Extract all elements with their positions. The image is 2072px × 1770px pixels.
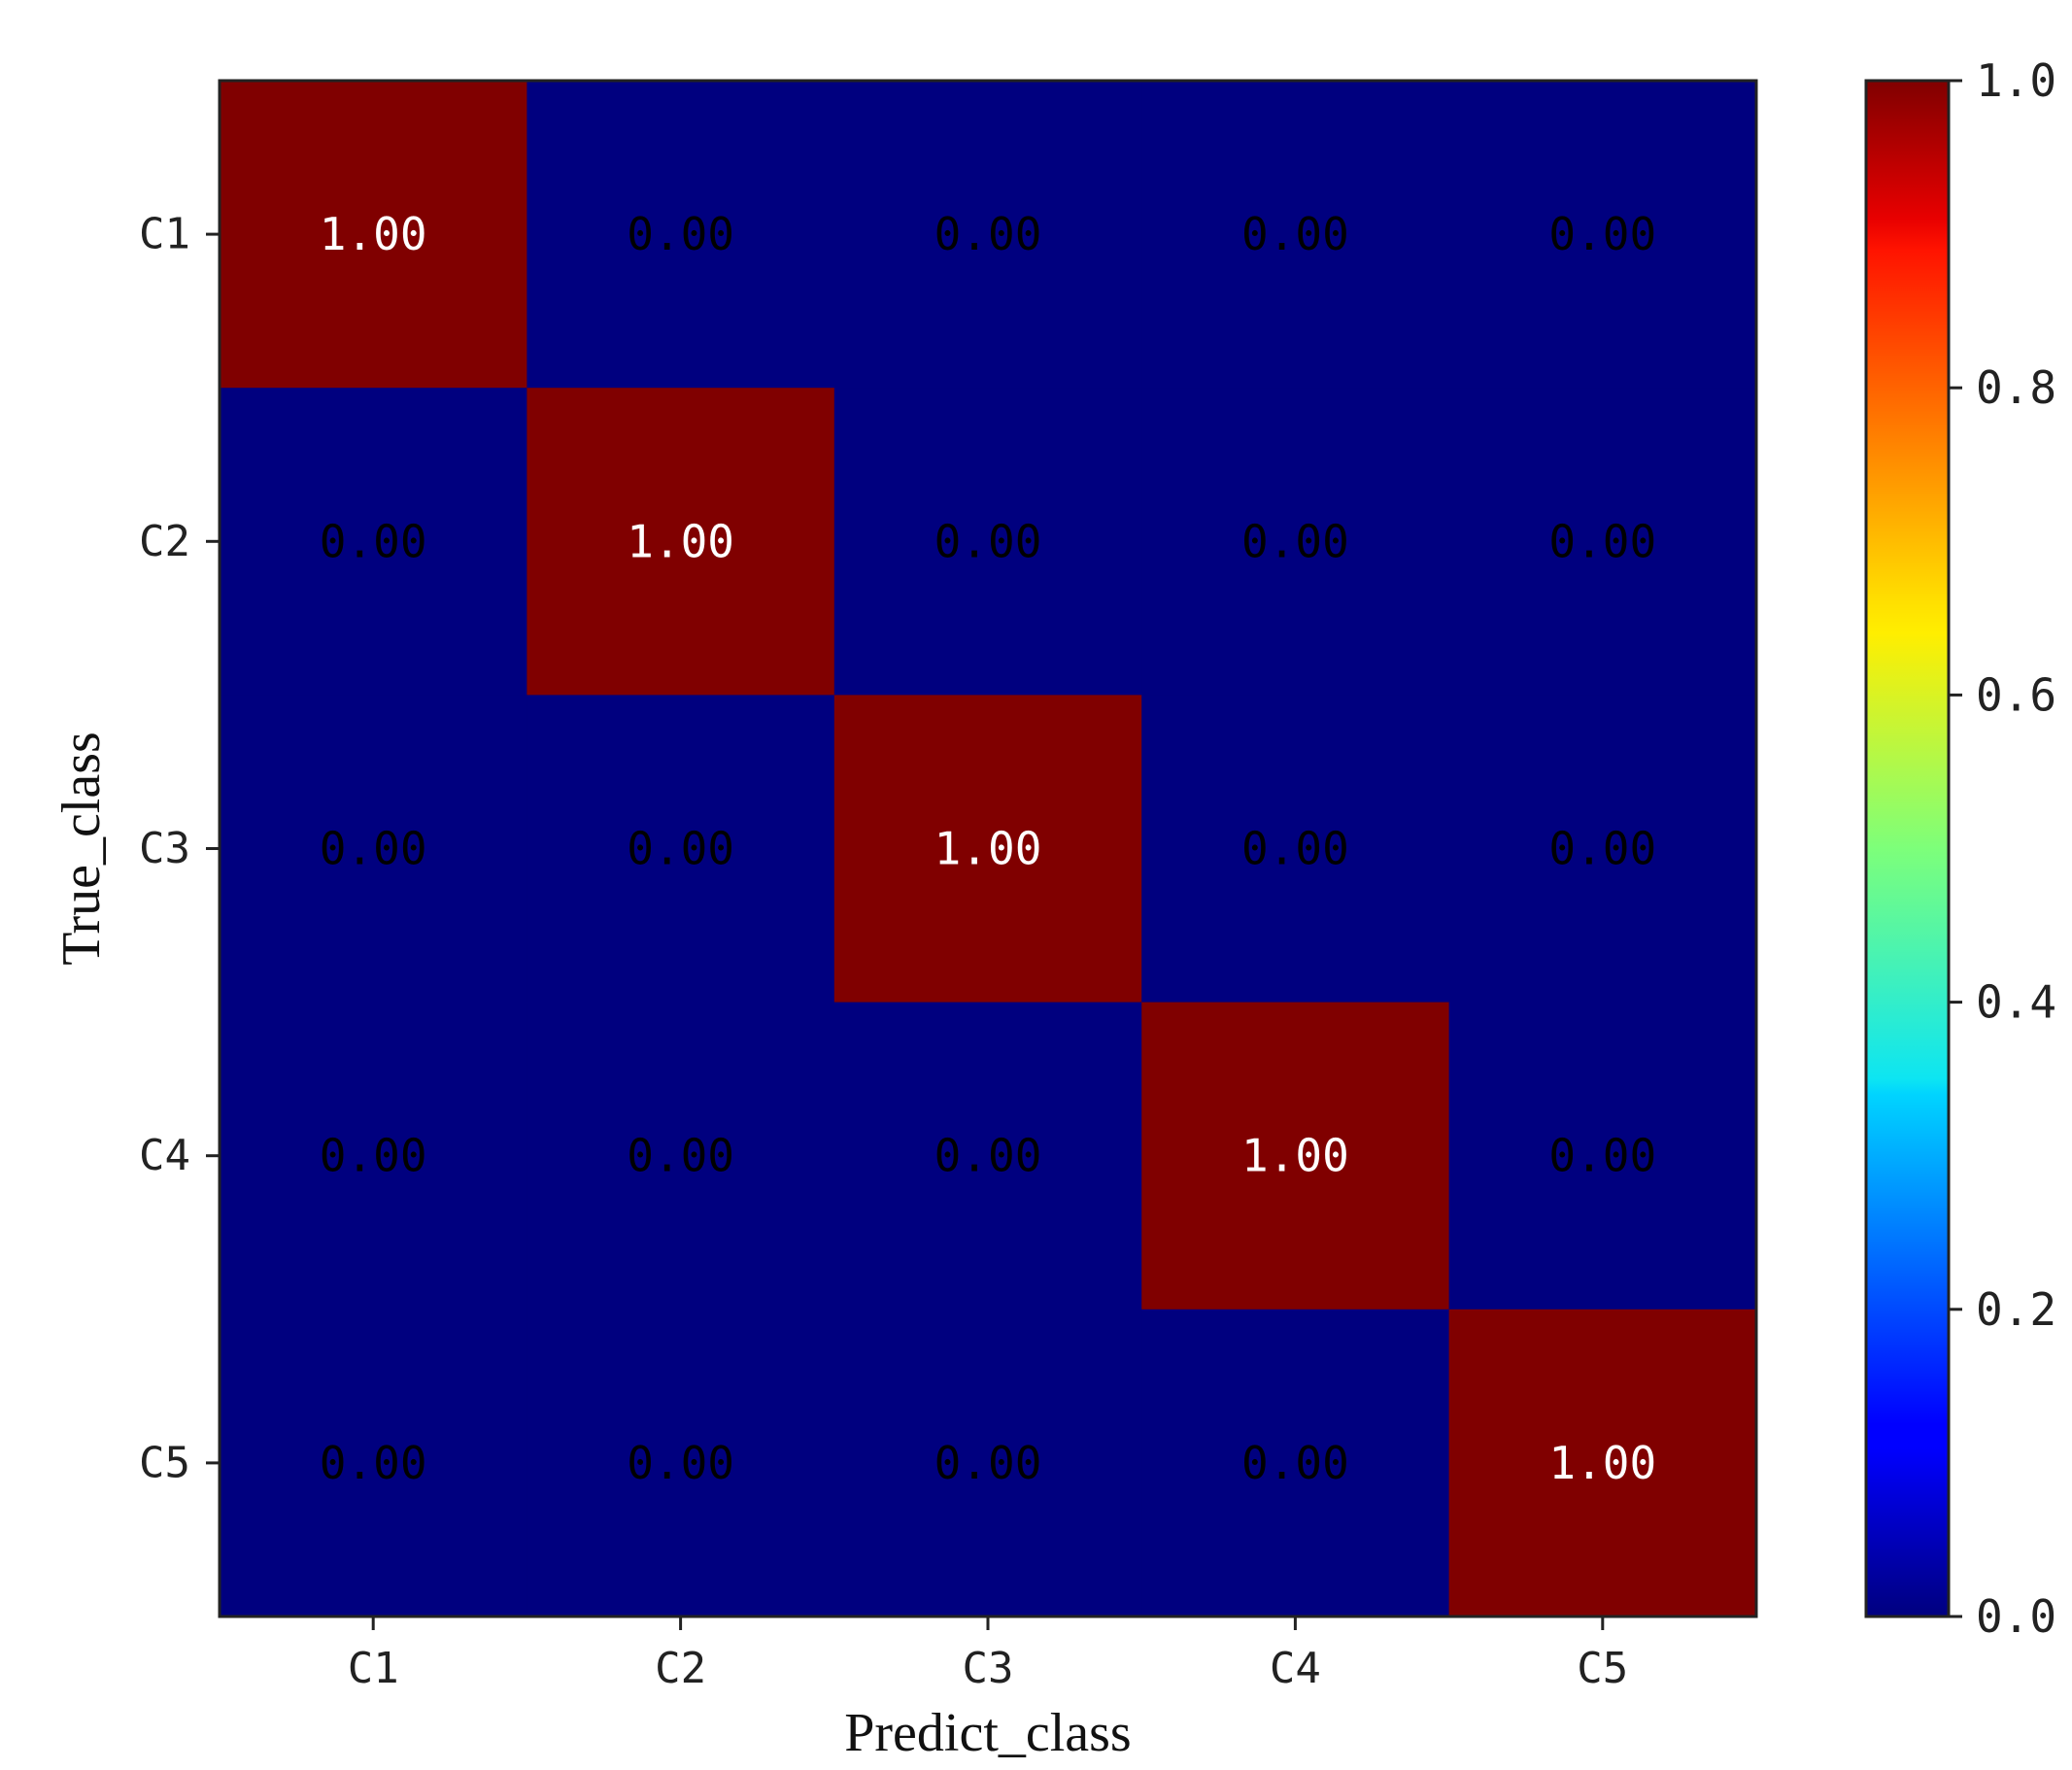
cell-value-label: 0.00 (1548, 208, 1656, 260)
colorbar-ticks: 0.0 0.2 0.4 0.6 0.8 1.0 (1949, 54, 2056, 1643)
heatmap-cell-labels: 1.00 0.00 0.00 0.00 0.00 0.00 1.00 0.00 0.00 0.00… (320, 208, 1656, 1489)
cell-value-label: 0.00 (627, 208, 734, 260)
cell-value-label: 0.00 (320, 515, 427, 567)
cell-value-label: 1.00 (1548, 1437, 1656, 1489)
heatmap-cells (220, 81, 1757, 1617)
x-axis-title: Predict_class (844, 1703, 1131, 1763)
cell-value-label: 0.00 (1241, 208, 1349, 260)
y-tick-label: C3 (139, 824, 190, 873)
heatmap-cell (833, 695, 1142, 1004)
y-tick-label: C1 (139, 210, 190, 259)
colorbar-tick-label: 0.0 (1976, 1590, 2056, 1643)
heatmap-cell (220, 388, 527, 696)
heatmap-cell (220, 1309, 527, 1617)
cell-value-label: 0.00 (627, 1130, 734, 1182)
cell-value-label: 0.00 (1548, 515, 1656, 567)
cell-value-label: 1.00 (1241, 1130, 1349, 1182)
y-axis-title: True_class (51, 732, 112, 966)
x-tick-label: C2 (655, 1644, 706, 1693)
heatmap-cell (1448, 1002, 1757, 1310)
cell-value-label: 0.00 (934, 1437, 1042, 1489)
heatmap-cell (1448, 388, 1757, 696)
heatmap-cell (833, 1309, 1142, 1617)
x-tick-label: C3 (963, 1644, 1014, 1693)
cell-value-label: 0.00 (1241, 515, 1349, 567)
cell-value-label: 0.00 (627, 1437, 734, 1489)
cell-value-label: 1.00 (934, 823, 1042, 875)
heatmap-cell (1141, 388, 1450, 696)
heatmap-cell (220, 1002, 527, 1310)
colorbar-tick-label: 0.6 (1976, 668, 2056, 721)
heatmap-cell (526, 81, 835, 389)
cell-value-label: 0.00 (1241, 823, 1349, 875)
y-tick-label: C5 (139, 1438, 190, 1487)
x-tick-label: C4 (1270, 1644, 1321, 1693)
x-tick-label: C5 (1577, 1644, 1628, 1693)
heatmap-cell (526, 1002, 835, 1310)
heatmap-cell (833, 1002, 1142, 1310)
cell-value-label: 0.00 (320, 1130, 427, 1182)
cell-value-label: 0.00 (320, 823, 427, 875)
colorbar-tick-label: 0.4 (1976, 976, 2056, 1029)
cell-value-label: 1.00 (320, 208, 427, 260)
cell-value-label: 0.00 (627, 823, 734, 875)
heatmap-cell (1448, 695, 1757, 1004)
colorbar-tick-label: 1.0 (1976, 54, 2056, 107)
heatmap-cell (1448, 1309, 1757, 1617)
heatmap-cell (1141, 1309, 1450, 1617)
heatmap-cell (1448, 81, 1757, 389)
y-axis-ticks: C1 C2 C3 C4 C5 (139, 210, 220, 1487)
x-axis-ticks: C1 C2 C3 C4 C5 (348, 1617, 1628, 1693)
cell-value-label: 0.00 (934, 515, 1042, 567)
colorbar (1864, 79, 1951, 1618)
heatmap-cell (220, 695, 527, 1004)
heatmap-cell (833, 81, 1142, 389)
x-tick-label: C1 (348, 1644, 399, 1693)
cell-value-label: 0.00 (1548, 1130, 1656, 1182)
colorbar-tick-label: 0.2 (1976, 1283, 2056, 1336)
cell-value-label: 0.00 (1548, 823, 1656, 875)
heatmap-cell (526, 1309, 835, 1617)
heatmap-cell (1141, 695, 1450, 1004)
heatmap-cell (220, 81, 527, 389)
y-tick-label: C4 (139, 1131, 190, 1180)
heatmap-cell (833, 388, 1142, 696)
cell-value-label: 0.00 (1241, 1437, 1349, 1489)
heatmap-cell (1141, 1002, 1450, 1310)
heatmap-cell (526, 388, 835, 696)
colorbar-tick-label: 0.8 (1976, 361, 2056, 414)
cell-value-label: 0.00 (934, 1130, 1042, 1182)
cell-value-label: 0.00 (320, 1437, 427, 1489)
cell-value-label: 1.00 (627, 515, 734, 567)
heatmap-cell (526, 695, 835, 1004)
heatmap-cell (1141, 81, 1450, 389)
cell-value-label: 0.00 (934, 208, 1042, 260)
y-tick-label: C2 (139, 517, 190, 566)
